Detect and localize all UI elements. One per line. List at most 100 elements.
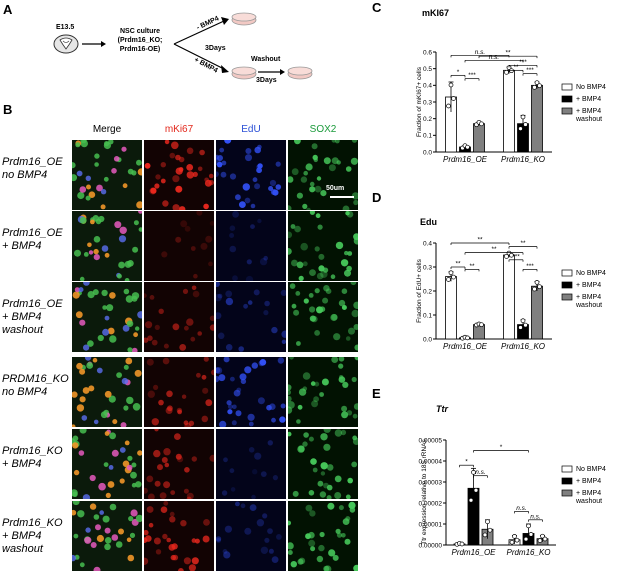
chart-title-C: mKI67 xyxy=(422,8,449,18)
legend-label-D: + BMP4 xyxy=(576,294,601,301)
micrograph-r1-c2 xyxy=(144,140,214,210)
micrograph-r6-c4 xyxy=(288,501,358,571)
row-label-2: Prdm16_OE + BMP4 xyxy=(2,227,72,253)
data-point-C xyxy=(451,96,456,101)
chart-title-D: Edu xyxy=(420,217,437,227)
panel-letter-b: B xyxy=(3,102,13,117)
data-point-E xyxy=(471,469,476,475)
arrow-to-culture xyxy=(82,41,106,47)
data-point-D xyxy=(451,274,456,280)
data-point-C xyxy=(534,80,540,86)
data-point-D xyxy=(509,252,514,258)
data-point-E xyxy=(509,539,515,545)
group-label-D: Prdm16_OE xyxy=(443,342,488,351)
legend-label-D: No BMP4 xyxy=(576,270,606,277)
legend-label-C: washout xyxy=(575,116,602,123)
significance-label-C: ** xyxy=(513,64,519,71)
data-point-D xyxy=(518,325,523,330)
three-days-label-2: 3Days xyxy=(256,77,277,84)
row-label-2-line1: Prdm16_OE xyxy=(2,227,63,239)
data-point-E xyxy=(485,519,490,525)
data-point-D xyxy=(523,322,528,328)
legend-swatch-C xyxy=(561,95,573,103)
y-tick-label-E: 0.00004 xyxy=(419,458,443,465)
data-point-E xyxy=(537,538,543,543)
legend-label-D: washout xyxy=(575,302,602,309)
y-tick-label-C: 0.5 xyxy=(423,66,432,73)
micrograph-r3-c3 xyxy=(216,282,286,352)
micrograph-r3-c2 xyxy=(144,282,214,352)
culture-dish-washout xyxy=(287,66,313,80)
significance-label-D: ** xyxy=(469,263,475,270)
micrograph-r1-c3 xyxy=(216,140,286,210)
legend-label-E: + BMP4 xyxy=(576,490,601,497)
micrograph-r3-c1 xyxy=(72,282,142,352)
data-point-E xyxy=(473,487,479,493)
micrograph-r1-c1 xyxy=(72,140,142,210)
culture-line-3: Prdm16-OE) xyxy=(119,46,161,53)
row-label-6-line2: + BMP4 xyxy=(2,530,42,542)
panel-a: A E13.5 NSC culture (Prdm16_KO; Prdm16-O… xyxy=(0,0,340,95)
branch-arrows xyxy=(173,17,229,73)
significance-label-C: *** xyxy=(526,67,534,74)
row-label-1: Prdm16_OE no BMP4 xyxy=(2,156,72,182)
row-label-4-line2: no BMP4 xyxy=(2,386,48,398)
row-label-4: PRDM16_KO no BMP4 xyxy=(2,373,72,399)
data-point-E xyxy=(482,532,488,538)
data-point-C xyxy=(537,83,542,89)
legend-swatch-E xyxy=(561,465,573,473)
culture-dish-no-bmp4 xyxy=(231,12,257,26)
significance-label-C: n.s. xyxy=(489,54,500,61)
significance-label-D: ** xyxy=(491,246,497,253)
y-tick-label-D: 0.3 xyxy=(423,264,432,271)
legend-label-E: + BMP4 xyxy=(576,478,601,485)
group-label-E: Prdm16_OE xyxy=(451,548,496,557)
column-header-sox2: SOX2 xyxy=(309,124,337,135)
legend-label-C: No BMP4 xyxy=(576,84,606,91)
legend-swatch-D xyxy=(561,281,573,289)
column-header-merge: Merge xyxy=(92,124,122,135)
column-header-mki67: mKi67 xyxy=(164,124,194,135)
micrograph-r4-c2 xyxy=(144,357,214,427)
significance-label-E: n.s. xyxy=(530,513,541,520)
significance-label-E: * xyxy=(500,444,503,451)
row-label-3-line1: Prdm16_OE xyxy=(2,298,63,310)
scale-bar-label: 50um xyxy=(326,185,345,192)
data-point-C xyxy=(465,144,470,150)
data-point-E xyxy=(528,532,534,537)
bar-C xyxy=(503,69,515,153)
row-label-5: Prdm16_KO + BMP4 xyxy=(2,445,72,471)
group-label-D: Prdm16_KO xyxy=(501,342,545,351)
bar-C xyxy=(473,123,485,153)
y-tick-label-C: 0.2 xyxy=(423,116,432,123)
bar-C xyxy=(531,84,543,153)
data-point-E xyxy=(523,536,529,542)
row-label-5-line2: + BMP4 xyxy=(2,458,42,470)
significance-label-D: *** xyxy=(512,253,520,260)
y-tick-label-C: 0.4 xyxy=(423,83,432,90)
data-point-D xyxy=(520,318,526,324)
washout-label: Washout xyxy=(251,56,281,63)
bar-D xyxy=(531,285,543,340)
micrograph-r5-c1 xyxy=(72,429,142,499)
data-point-C xyxy=(518,126,523,132)
micrograph-r2-c3 xyxy=(216,211,286,281)
micrograph-r4-c3 xyxy=(216,357,286,427)
data-point-E xyxy=(526,523,531,529)
micrograph-r5-c2 xyxy=(144,429,214,499)
group-label-E: Prdm16_KO xyxy=(506,548,550,557)
data-point-D xyxy=(532,286,537,292)
panel-letter-a: A xyxy=(3,2,13,17)
row-label-1-line1: Prdm16_OE xyxy=(2,156,63,168)
legend-label-E: washout xyxy=(575,498,602,505)
row-label-5-line1: Prdm16_KO xyxy=(2,445,63,457)
stage-label: E13.5 xyxy=(56,24,75,31)
embryo-brain-icon xyxy=(53,34,79,54)
y-tick-label-E: 0.00002 xyxy=(419,500,443,507)
significance-label-C: n.s. xyxy=(475,49,486,56)
column-header-edu: EdU xyxy=(241,124,261,135)
culture-line-1: NSC culture xyxy=(119,28,161,35)
significance-label-E: n.s. xyxy=(475,469,486,476)
legend-swatch-C xyxy=(561,83,573,91)
y-tick-label-D: 0.2 xyxy=(423,288,432,295)
